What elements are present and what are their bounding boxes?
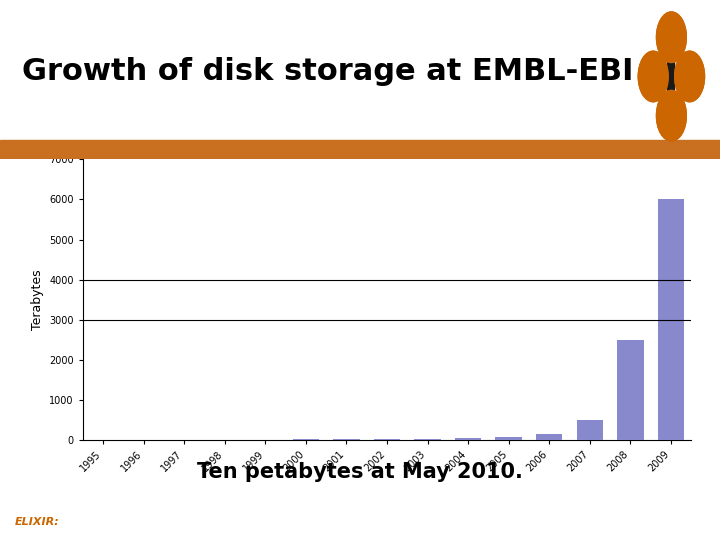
Circle shape	[657, 12, 686, 63]
Circle shape	[675, 51, 704, 102]
Text: Ten petabytes at May 2010.: Ten petabytes at May 2010.	[197, 462, 523, 483]
Circle shape	[657, 12, 686, 63]
Bar	[577, 420, 603, 440]
Circle shape	[638, 51, 668, 102]
Bar	[495, 437, 522, 440]
Circle shape	[675, 51, 704, 102]
Text: a: a	[68, 517, 82, 527]
Text: sustainable: sustainable	[85, 517, 158, 527]
Circle shape	[657, 91, 686, 141]
Bar	[415, 439, 441, 440]
Circle shape	[638, 51, 668, 102]
Bar	[455, 438, 481, 440]
Text: Growth of disk storage at EMBL-EBI: Growth of disk storage at EMBL-EBI	[22, 57, 633, 86]
Bar	[536, 434, 562, 440]
Bar	[658, 199, 684, 440]
Text: ELIXIR:: ELIXIR:	[14, 517, 59, 527]
Bar	[0, 140, 720, 159]
Circle shape	[657, 91, 686, 141]
Y-axis label: Terabytes: Terabytes	[30, 269, 44, 330]
Title: Disk space at EMBL-EBI: Disk space at EMBL-EBI	[305, 140, 469, 154]
Bar	[617, 340, 644, 440]
Text: infrastructure for biological information in Europe.: infrastructure for biological informatio…	[164, 517, 447, 527]
